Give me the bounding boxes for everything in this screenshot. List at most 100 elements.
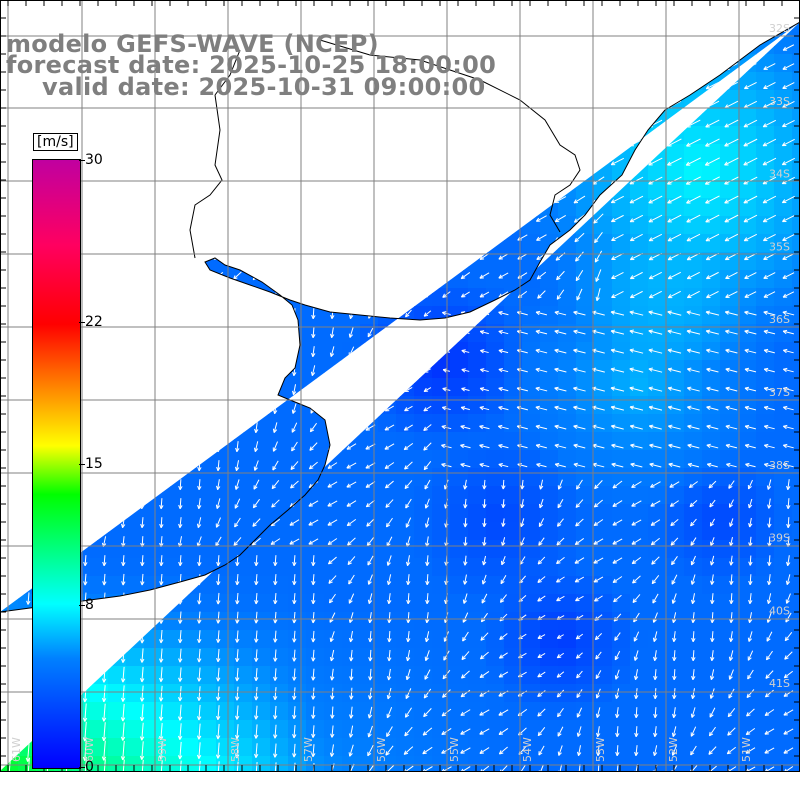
wind-speed-cell: [792, 522, 800, 541]
wind-speed-cell: [594, 36, 613, 55]
wind-speed-cell: [630, 360, 649, 379]
wind-speed-cell: [252, 666, 271, 685]
wind-speed-cell: [288, 702, 307, 721]
wind-arrow: [140, 592, 145, 605]
wind-speed-cell: [774, 576, 793, 595]
wind-speed-cell: [270, 432, 289, 451]
wind-speed-cell: [360, 666, 379, 685]
wind-speed-cell: [180, 486, 199, 505]
wind-speed-cell: [270, 702, 289, 721]
wind-speed-cell: [738, 576, 757, 595]
wind-arrow: [443, 213, 449, 224]
wind-arrow: [630, 44, 643, 51]
wind-speed-cell: [594, 468, 613, 487]
wind-speed-cell: [450, 180, 469, 199]
wind-speed-cell: [324, 0, 343, 19]
wind-arrow: [367, 137, 374, 148]
wind-speed-cell: [720, 90, 739, 109]
wind-speed-cell: [594, 396, 613, 415]
wind-speed-cell: [612, 450, 631, 469]
wind-speed-cell: [18, 90, 37, 109]
wind-speed-cell: [522, 72, 541, 91]
wind-speed-cell: [108, 486, 127, 505]
latitude-label: 33S: [769, 95, 790, 108]
wind-speed-cell: [558, 108, 577, 127]
wind-speed-cell: [630, 180, 649, 199]
wind-speed-cell: [756, 306, 775, 325]
wind-speed-cell: [684, 54, 703, 73]
wind-speed-cell: [414, 270, 433, 289]
wind-speed-cell: [486, 234, 505, 253]
wind-speed-cell: [72, 0, 91, 19]
wind-speed-cell: [126, 504, 145, 523]
wind-speed-cell: [702, 468, 721, 487]
wind-speed-cell: [774, 216, 793, 235]
wind-arrow: [425, 194, 430, 206]
wind-speed-cell: [594, 216, 613, 235]
wind-speed-cell: [216, 414, 235, 433]
wind-arrow: [385, 386, 394, 393]
wind-speed-cell: [90, 702, 109, 721]
wind-arrow: [23, 119, 33, 128]
wind-arrow: [233, 290, 242, 300]
wind-speed-cell: [738, 666, 757, 685]
wind-arrow: [175, 328, 186, 337]
wind-speed-cell: [720, 684, 739, 703]
wind-speed-cell: [378, 180, 397, 199]
wind-speed-cell: [414, 180, 433, 199]
wind-arrow: [178, 592, 183, 605]
wind-arrow: [140, 611, 145, 624]
wind-arrow: [194, 291, 205, 298]
wind-arrow: [308, 139, 319, 146]
wind-speed-cell: [630, 702, 649, 721]
wind-speed-cell: [108, 306, 127, 325]
wind-arrow: [137, 367, 148, 374]
wind-speed-cell: [522, 432, 541, 451]
wind-speed-cell: [396, 306, 415, 325]
wind-speed-cell: [252, 234, 271, 253]
wind-arrow: [406, 213, 411, 225]
wind-speed-cell: [774, 558, 793, 577]
wind-speed-cell: [774, 0, 793, 19]
wind-speed-cell: [792, 0, 800, 19]
wind-speed-cell: [252, 558, 271, 577]
wind-speed-cell: [738, 414, 757, 433]
wind-arrow: [194, 234, 205, 241]
wind-speed-cell: [468, 180, 487, 199]
wind-speed-cell: [522, 54, 541, 73]
wind-speed-cell: [180, 252, 199, 271]
wind-speed-cell: [540, 306, 559, 325]
wind-speed-cell: [378, 558, 397, 577]
wind-speed-cell: [594, 54, 613, 73]
wind-arrow: [158, 441, 164, 452]
wind-speed-cell: [594, 360, 613, 379]
wind-arrow: [444, 137, 449, 149]
wind-speed-cell: [486, 126, 505, 145]
wind-speed-cell: [90, 234, 109, 253]
wind-speed-cell: [558, 22, 577, 37]
wind-arrow: [309, 194, 318, 205]
wind-speed-cell: [432, 0, 451, 19]
wind-speed-cell: [162, 648, 181, 667]
wind-speed-cell: [216, 216, 235, 235]
wind-arrow: [101, 251, 108, 262]
wind-speed-cell: [288, 270, 307, 289]
wind-speed-cell: [774, 648, 793, 667]
wind-speed-cell: [756, 270, 775, 289]
wind-speed-cell: [702, 558, 721, 577]
wind-speed-cell: [756, 252, 775, 271]
wind-speed-cell: [432, 198, 451, 217]
wind-arrow: [573, 138, 586, 147]
wind-speed-cell: [432, 126, 451, 145]
wind-speed-cell: [756, 558, 775, 577]
wind-arrow: [368, 213, 373, 225]
wind-speed-cell: [468, 342, 487, 361]
wind-speed-cell: [360, 648, 379, 667]
wind-speed-cell: [540, 540, 559, 559]
wind-speed-cell: [450, 702, 469, 721]
wind-speed-cell: [414, 594, 433, 613]
wind-speed-cell: [540, 486, 559, 505]
wind-speed-cell: [684, 324, 703, 343]
wind-arrow: [649, 63, 662, 71]
wind-speed-cell: [432, 576, 451, 595]
